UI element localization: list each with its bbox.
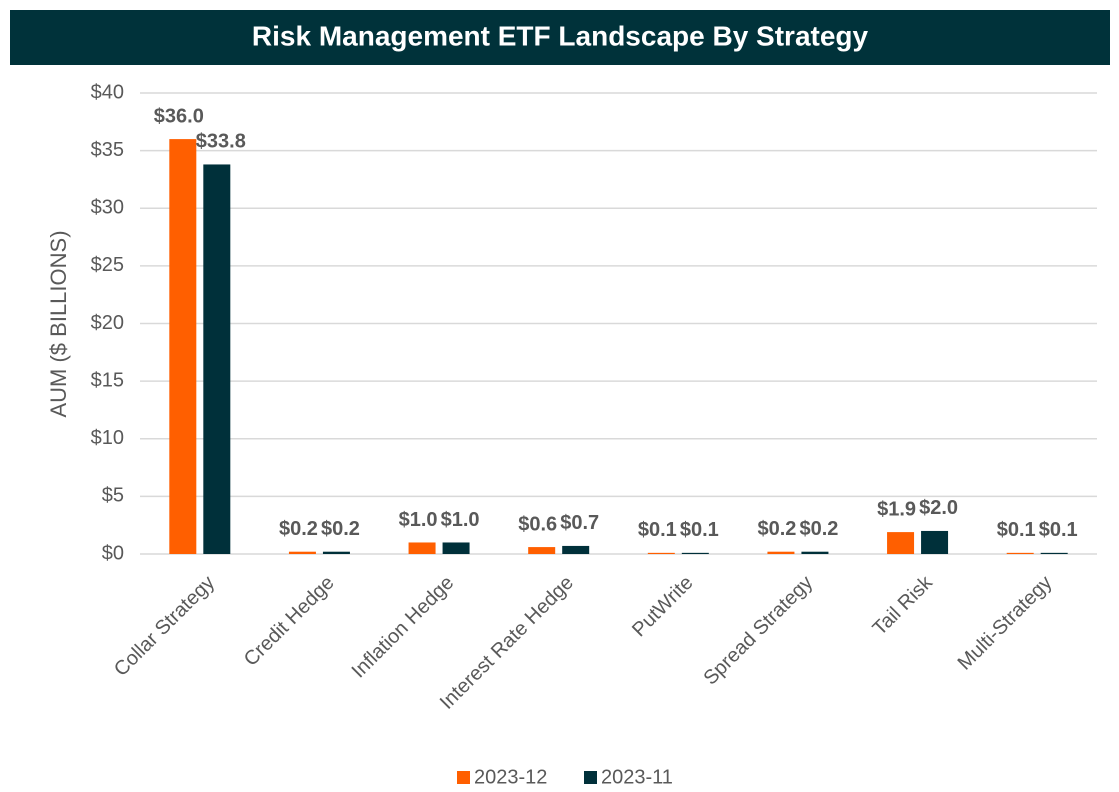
bar: [647, 552, 675, 554]
bar: [528, 547, 556, 554]
x-tick-label: Inflation Hedge: [348, 572, 459, 683]
bar: [408, 542, 436, 554]
value-label: $0.2: [279, 518, 318, 540]
bar: [169, 139, 197, 554]
value-label: $0.1: [680, 519, 719, 541]
x-tick-label: Multi-Strategy: [954, 572, 1057, 675]
bar: [562, 545, 590, 554]
legend-label: 2023-11: [601, 766, 673, 788]
y-axis-label: AUM ($ BILLIONS): [46, 230, 71, 417]
y-tick-label: $5: [102, 485, 124, 507]
value-label: $0.2: [757, 518, 796, 540]
value-label: $1.0: [441, 509, 480, 531]
y-tick-label: $15: [91, 369, 124, 391]
legend-swatch: [584, 771, 597, 784]
y-tick-label: $0: [102, 542, 124, 564]
value-label: $1.0: [399, 509, 438, 531]
value-label: $0.2: [321, 518, 360, 540]
value-label: $0.2: [799, 518, 838, 540]
bar: [203, 164, 231, 554]
bar: [767, 551, 795, 554]
x-tick-label: Interest Rate Hedge: [436, 572, 578, 714]
value-label: $0.1: [638, 519, 677, 541]
y-tick-label: $10: [91, 427, 124, 449]
legend-label: 2023-12: [474, 766, 547, 788]
value-label: $0.6: [518, 513, 557, 535]
title-banner: [10, 10, 1110, 65]
x-tick-label: Credit Hedge: [240, 572, 339, 671]
bar: [887, 532, 915, 554]
x-tick-label: Spread Strategy: [699, 572, 817, 690]
bar: [288, 551, 316, 554]
legend-swatch: [457, 771, 470, 784]
value-label: $0.1: [1039, 519, 1078, 541]
bar: [921, 530, 949, 554]
bar: [442, 542, 470, 554]
x-tick-label: PutWrite: [628, 572, 698, 642]
bar: [1006, 552, 1034, 554]
bar: [681, 552, 709, 554]
x-tick-label: Collar Strategy: [110, 572, 219, 681]
y-tick-label: $30: [91, 197, 124, 219]
bar: [322, 551, 350, 554]
value-label: $0.1: [997, 519, 1036, 541]
value-label: $1.9: [877, 498, 916, 520]
y-tick-label: $35: [91, 139, 124, 161]
value-label: $36.0: [154, 105, 204, 127]
y-tick-label: $20: [91, 312, 124, 334]
value-label: $33.8: [196, 131, 246, 153]
value-label: $2.0: [919, 497, 958, 519]
bar: [801, 551, 829, 554]
x-tick-label: Tail Risk: [869, 571, 938, 640]
chart-title: Risk Management ETF Landscape By Strateg…: [252, 20, 869, 51]
y-tick-label: $40: [91, 81, 124, 103]
y-tick-label: $25: [91, 254, 124, 276]
value-label: $0.7: [560, 512, 599, 534]
bar: [1040, 552, 1068, 554]
